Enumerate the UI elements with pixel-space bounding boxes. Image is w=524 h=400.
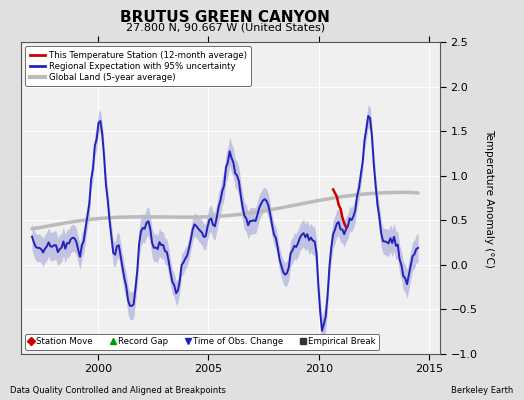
- Text: 27.800 N, 90.667 W (United States): 27.800 N, 90.667 W (United States): [126, 22, 325, 32]
- Text: BRUTUS GREEN CANYON: BRUTUS GREEN CANYON: [121, 10, 330, 25]
- Text: Data Quality Controlled and Aligned at Breakpoints: Data Quality Controlled and Aligned at B…: [10, 386, 226, 395]
- Y-axis label: Temperature Anomaly (°C): Temperature Anomaly (°C): [484, 128, 494, 268]
- Legend: Station Move, Record Gap, Time of Obs. Change, Empirical Break: Station Move, Record Gap, Time of Obs. C…: [25, 334, 379, 350]
- Text: Berkeley Earth: Berkeley Earth: [451, 386, 514, 395]
